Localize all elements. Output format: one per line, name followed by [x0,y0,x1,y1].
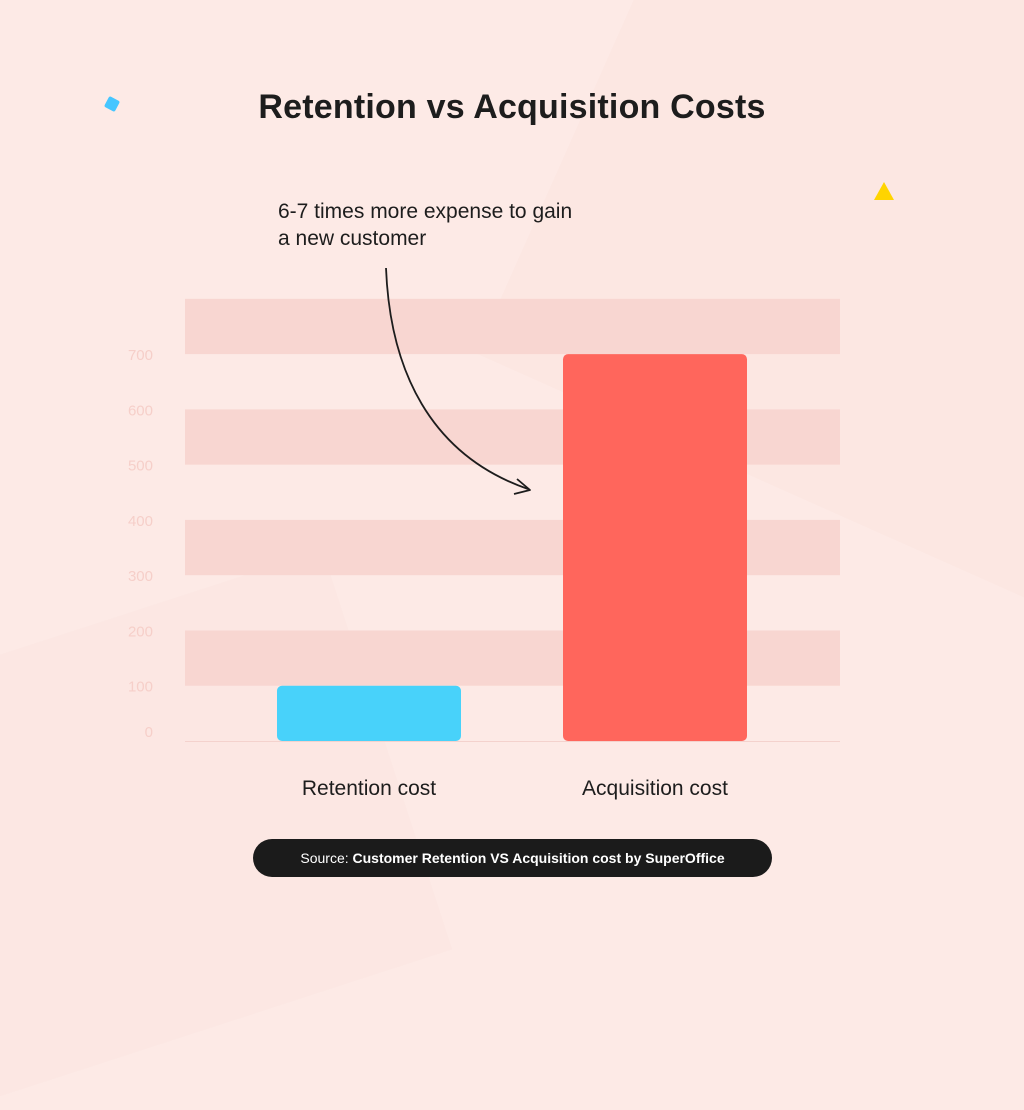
y-tick-label: 200 [128,623,153,640]
arrow-head [513,478,531,495]
y-tick-label: 0 [145,724,153,741]
source-badge: Source: Customer Retention VS Acquisitio… [253,839,772,877]
grid-band [185,298,840,355]
bar-acquisition-cost [563,354,747,741]
source-prefix: Source: [300,850,353,866]
x-category-label: Acquisition cost [582,777,728,800]
bar-chart: 0 100 200 300 400 500 600 700 Retention cost Acq… [128,267,840,800]
y-tick-label: 700 [128,347,153,364]
source-text: Customer Retention VS Acquisition cost b… [352,850,725,866]
x-axis-categories: Retention cost Acquisition cost [302,777,728,800]
y-tick-label: 100 [128,679,153,696]
arrow-curve [385,267,529,490]
bar-retention-cost [277,685,461,741]
annotation-line-2: a new customer [278,227,427,250]
annotation-arrow [385,267,531,495]
chart-title: Retention vs Acquisition Costs [258,88,766,126]
y-tick-label: 500 [128,458,153,475]
chart-annotation: 6-7 times more expense to gain a new cus… [278,198,678,252]
y-tick-label: 300 [128,568,153,585]
x-category-label: Retention cost [302,777,436,800]
y-axis-ticks: 0 100 200 300 400 500 600 700 [128,347,153,741]
y-tick-label: 600 [128,402,153,419]
bars [277,354,747,741]
decorative-triangle-icon [874,182,894,200]
y-tick-label: 400 [128,513,153,530]
annotation-line-1: 6-7 times more expense to gain [278,200,573,223]
